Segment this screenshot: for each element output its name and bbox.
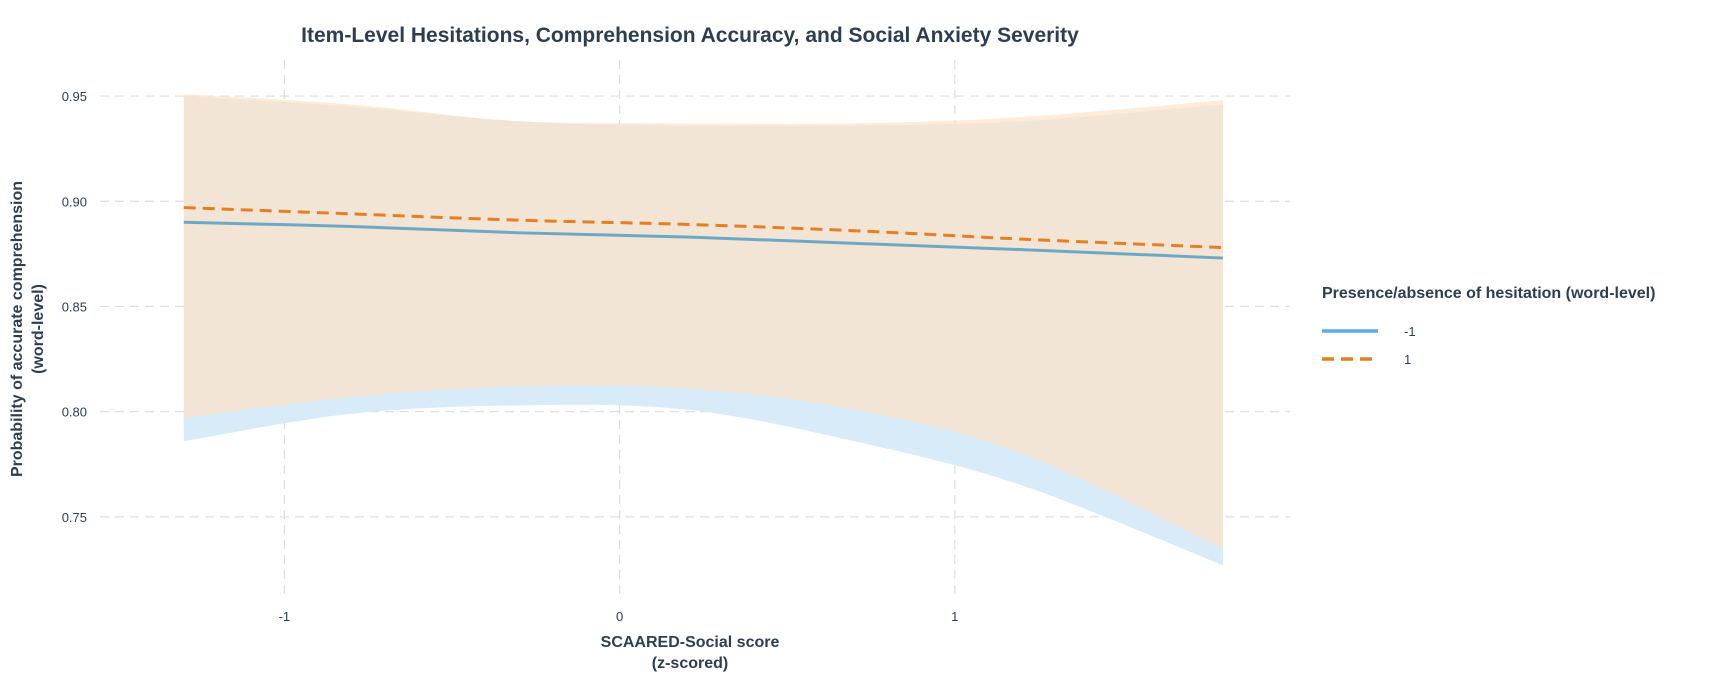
legend-title: Presence/absence of hesitation (word-lev… — [1322, 285, 1656, 302]
x-axis-ticks: -1 0 1 — [279, 609, 959, 624]
x-axis-title-line2: (z-scored) — [652, 655, 728, 672]
y-tick-label: 0.90 — [62, 194, 87, 209]
y-tick-label: 0.95 — [62, 89, 87, 104]
y-tick-label: 0.75 — [62, 510, 87, 525]
legend: Presence/absence of hesitation (word-lev… — [1322, 285, 1655, 373]
x-tick-label: 0 — [616, 609, 623, 624]
legend-item-minus1: -1 — [1322, 317, 1655, 345]
series-line-minus1 — [183, 220, 1224, 260]
series-line-1 — [183, 206, 1224, 250]
confidence-bands — [183, 93, 1223, 566]
series-lines — [183, 206, 1224, 260]
y-tick-label: 0.80 — [62, 405, 87, 420]
legend-key-dashed-line — [1322, 354, 1378, 364]
legend-label: -1 — [1404, 323, 1416, 339]
legend-label: 1 — [1404, 351, 1412, 367]
chart-title: Item-Level Hesitations, Comprehension Ac… — [301, 24, 1079, 47]
y-axis-ticks: 0.75 0.80 0.85 0.90 0.95 — [62, 89, 87, 525]
y-tick-label: 0.85 — [62, 299, 87, 314]
x-axis-title-line1: SCAARED-Social score — [601, 634, 780, 651]
legend-key-solid-line — [1322, 326, 1378, 336]
confidence-band-1 — [183, 93, 1223, 549]
y-axis-title-line1: Probability of accurate comprehension — [9, 181, 26, 477]
y-axis-title-line2: (word-level) — [30, 284, 47, 374]
x-tick-label: 1 — [951, 609, 958, 624]
legend-item-1: 1 — [1322, 345, 1655, 373]
x-tick-label: -1 — [279, 609, 291, 624]
